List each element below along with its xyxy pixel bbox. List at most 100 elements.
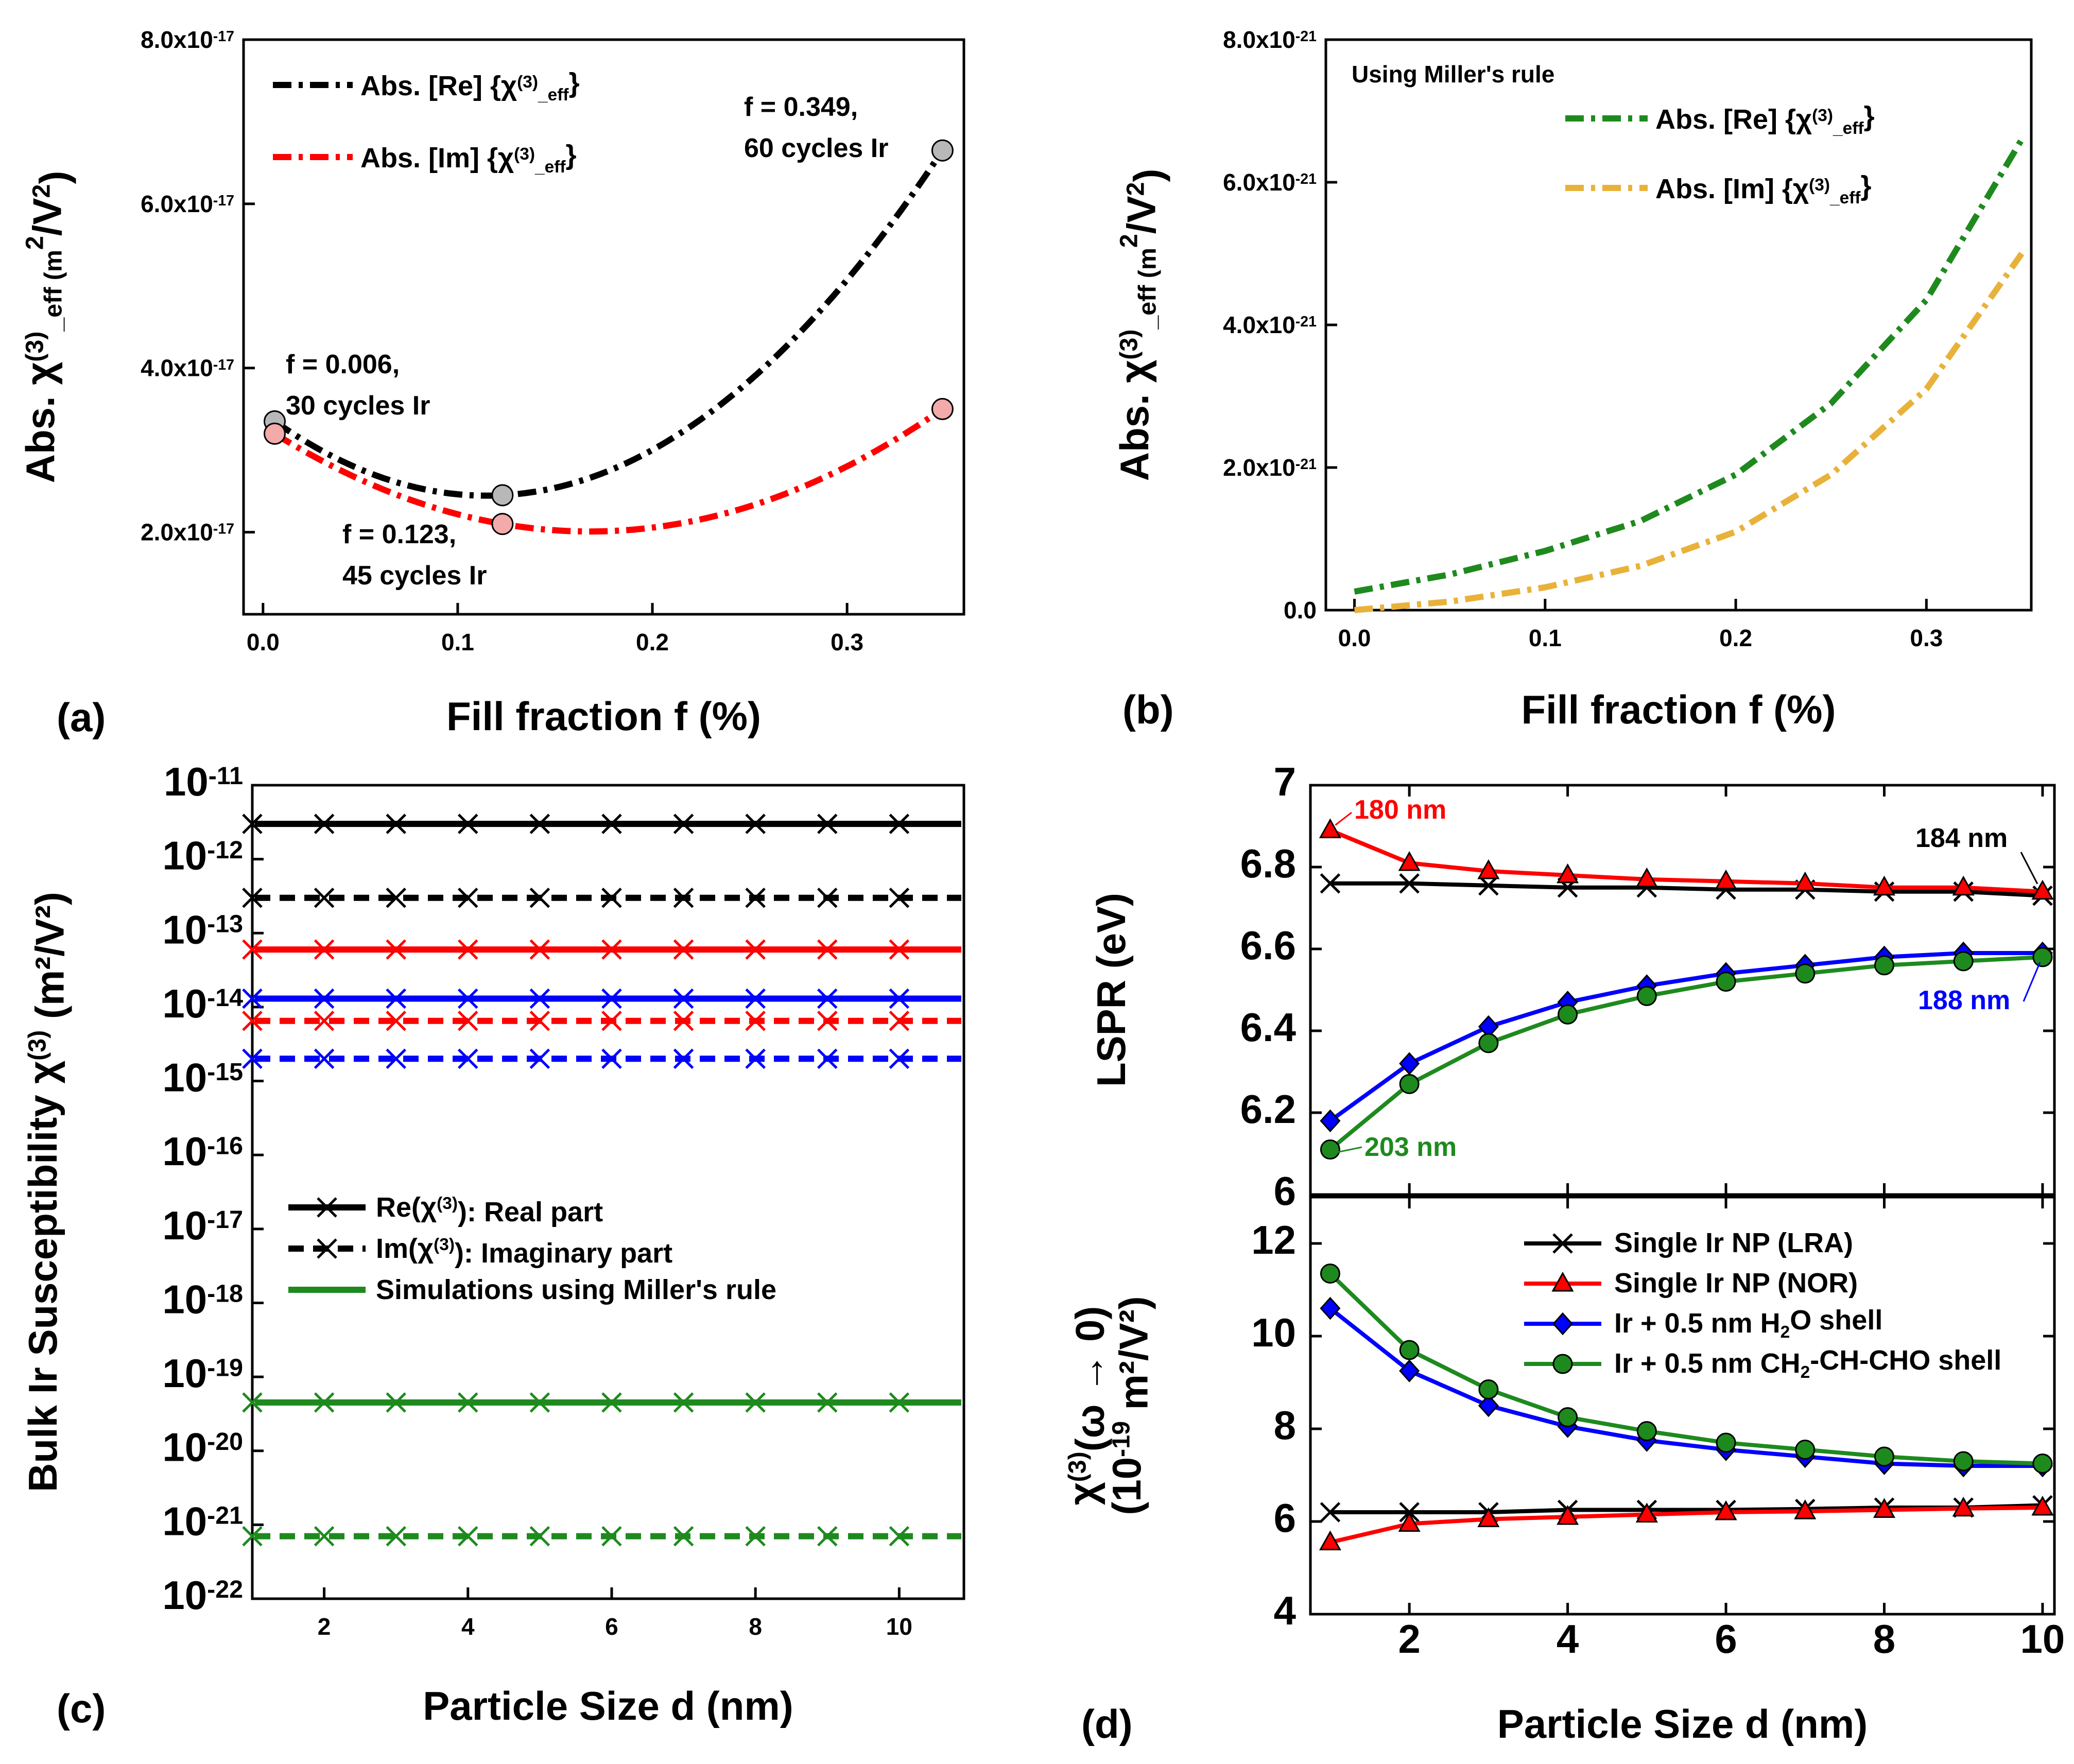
c-data-point-0-6 — [673, 814, 694, 834]
c-data-point-1-1 — [314, 887, 335, 908]
c-data-point-4-2 — [386, 1011, 406, 1031]
c-data-point-7-2 — [386, 1526, 406, 1547]
a-series-line-0 — [273, 148, 945, 499]
c-data-point-1-0 — [242, 887, 263, 908]
d1-data-point-0-0 — [1320, 873, 1341, 894]
d2-data-point-3-3 — [1558, 1407, 1578, 1427]
a-data-point-1-0 — [263, 422, 286, 445]
d1-data-point-0-2 — [1478, 875, 1499, 896]
d2-data-point-1-5 — [1715, 1500, 1737, 1520]
d1-data-point-3-3 — [1558, 1004, 1578, 1025]
a-ytick-label: 4.0x10-17 — [141, 355, 234, 382]
c-legend-label-1-part-1: (3) — [434, 1235, 455, 1254]
d2-xtick-label: 4 — [1557, 1616, 1579, 1662]
a-xtick-label: 0.2 — [636, 629, 669, 655]
d1-ytick-label: 6.2 — [1240, 1086, 1296, 1132]
c-ytick-label-part-0: 10 — [162, 1572, 207, 1618]
chart-panel-b: 0.0 0.1 0.2 0.30.02.0x10-214.0x10-216.0x10-… — [1112, 26, 2033, 732]
a-xtick-label: 0.0 — [247, 629, 280, 655]
chart-panel-a: 0.0 0.1 0.2 0.32.0x10-174.0x10-176.0x10-178… — [18, 26, 965, 739]
d2-data-point-2-2 — [1478, 1394, 1499, 1417]
c-data-point-1-4 — [529, 887, 550, 908]
c-data-point-6-1 — [314, 1392, 335, 1413]
c-data-point-7-3 — [458, 1526, 478, 1547]
d1-data-point-2-1 — [1399, 1052, 1420, 1075]
c-data-point-6-0 — [242, 1392, 263, 1413]
a-ytick-label-part-1: -17 — [213, 357, 234, 373]
c-ytick-label-part-0: 10 — [162, 1203, 207, 1248]
c-data-point-6-7 — [745, 1392, 766, 1413]
d2-y-axis-label-line1: χ(3)(ω → 0) — [1060, 1306, 1112, 1506]
a-ytick-label: 8.0x10-17 — [141, 26, 234, 53]
d2-legend-label-2: Ir + 0.5 nm H2O shell — [1614, 1305, 1882, 1342]
b-ytick-label-part-0: 4.0x10 — [1223, 312, 1295, 338]
d2-legend-label-2-part-1: 2 — [1781, 1323, 1790, 1342]
d2-data-point-3-5 — [1716, 1432, 1736, 1453]
d2-ytick-label: 10 — [1251, 1310, 1296, 1355]
d2-series-line-1 — [1329, 1506, 2043, 1545]
panel-letter-c: (c) — [57, 1686, 106, 1731]
a-annotation-line2: 60 cycles Ir — [744, 133, 888, 163]
c-data-point-5-1 — [314, 1048, 335, 1069]
d1-ytick-label: 6.8 — [1240, 841, 1296, 886]
a-x-axis-label: Fill fraction f (%) — [446, 694, 761, 739]
c-ytick-label-part-1: -17 — [207, 1206, 243, 1234]
a-ytick-label-part-1: -17 — [213, 521, 234, 538]
a-xtick-label: 0.3 — [831, 629, 863, 655]
c-ytick-label: 10-15 — [162, 1055, 243, 1100]
c-data-point-5-7 — [745, 1048, 766, 1069]
c-data-point-2-0 — [242, 939, 263, 960]
c-ytick-label-part-0: 10 — [162, 981, 207, 1026]
d2-data-point-3-8 — [1953, 1451, 1974, 1472]
c-ytick-label-part-1: -15 — [207, 1058, 243, 1086]
a-ytick-label-part-0: 8.0x10 — [141, 26, 213, 53]
b-ytick-label-part-0: 0.0 — [1284, 597, 1317, 624]
a-xtick-label: 0.1 — [441, 629, 474, 655]
d2-series-line-3 — [1328, 1272, 2043, 1466]
d1-data-point-2-0 — [1320, 1109, 1341, 1133]
d1-data-point-3-2 — [1478, 1033, 1499, 1053]
d1-series-line-2 — [1329, 951, 2043, 1123]
d2-data-point-0-0 — [1320, 1502, 1341, 1523]
d1-data-point-3-7 — [1874, 955, 1894, 976]
c-data-point-1-7 — [745, 887, 766, 908]
c-data-point-5-9 — [889, 1048, 910, 1069]
c-legend-label-0-part-2: ): Real part — [458, 1197, 603, 1227]
d2-data-point-3-2 — [1478, 1379, 1499, 1399]
b-legend-label-1-part-3: } — [1861, 170, 1872, 201]
c-data-point-7-1 — [314, 1526, 335, 1547]
d2-legend-label-2-part-0: Ir + 0.5 nm H — [1614, 1308, 1781, 1339]
c-data-point-4-3 — [458, 1011, 478, 1031]
d2-legend-label-3-part-2: -CH-CHO shell — [1810, 1345, 2001, 1376]
c-data-point-6-8 — [817, 1392, 838, 1413]
c-data-point-6-5 — [601, 1392, 622, 1413]
c-ytick-label-part-0: 10 — [162, 1129, 207, 1174]
c-ytick-label: 10-13 — [162, 907, 243, 952]
c-data-point-4-4 — [529, 1011, 550, 1031]
c-data-point-4-1 — [314, 1011, 335, 1031]
c-legend-label-1-part-0: Im(χ — [376, 1233, 434, 1264]
c-data-point-3-0 — [242, 988, 263, 1009]
a-legend-label-1-part-0: Abs. [Im] {χ — [360, 143, 514, 174]
d2-data-point-1-9 — [2031, 1495, 2054, 1516]
a-legend-label-0-part-0: Abs. [Re] {χ — [360, 71, 517, 101]
d2-data-point-2-0 — [1320, 1296, 1341, 1320]
c-data-point-6-4 — [529, 1392, 550, 1413]
a-legend-label-1-part-2: _eff — [534, 158, 566, 177]
a-annotation-line2: 30 cycles Ir — [286, 391, 430, 421]
d2-data-point-3-0 — [1320, 1264, 1340, 1284]
d1-data-point-1-8 — [1952, 875, 1975, 896]
d2-data-point-1-2 — [1477, 1507, 1500, 1527]
b-series-line-1 — [1354, 252, 2025, 613]
c-ytick-label-part-1: -18 — [207, 1280, 243, 1308]
b-ytick-label-part-1: -21 — [1295, 171, 1317, 187]
d2-legend-label-3-part-0: Ir + 0.5 nm CH — [1614, 1348, 1801, 1379]
b-legend-label-1: Abs. [Im] {χ(3)_eff} — [1655, 170, 1872, 207]
c-data-point-5-3 — [458, 1048, 478, 1069]
c-data-point-3-4 — [529, 988, 550, 1009]
d2-data-point-1-1 — [1398, 1512, 1421, 1532]
c-data-point-2-9 — [889, 939, 910, 960]
d2-data-point-1-7 — [1873, 1498, 1896, 1518]
c-ytick-label: 10-18 — [162, 1276, 243, 1322]
d2-plot-frame — [1309, 1196, 2056, 1616]
